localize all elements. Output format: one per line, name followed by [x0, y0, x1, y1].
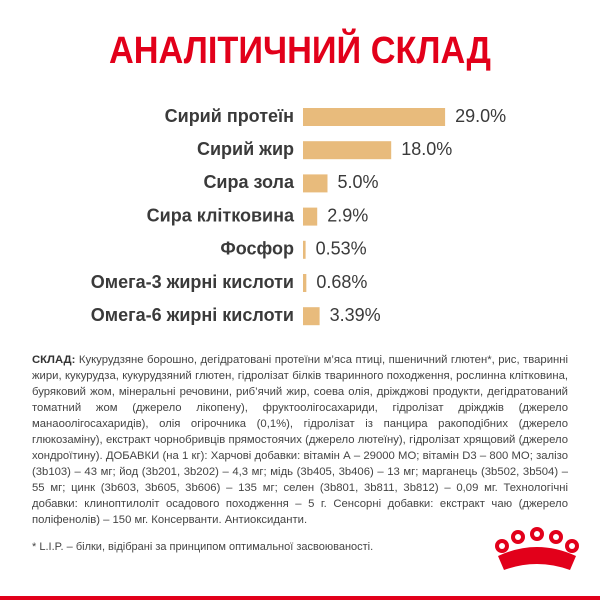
value-label: 3.39%	[330, 305, 381, 325]
value-label: 0.68%	[316, 272, 367, 292]
bottom-rule	[0, 596, 600, 600]
bar	[303, 174, 328, 193]
chart-title: АНАЛІТИЧНИЙ СКЛАД	[109, 27, 491, 72]
composition-text: Кукурудзяне борошно, дегідратовані проте…	[32, 354, 569, 526]
composition: СКЛАД: Кукурудзяне борошно, дегідратован…	[32, 352, 568, 528]
category-label: Омега-3 жирні кислоти	[91, 272, 294, 292]
category-label: Фосфор	[220, 239, 294, 259]
value-label: 29.0%	[455, 106, 506, 126]
value-label: 18.0%	[401, 139, 452, 159]
bar	[303, 240, 306, 259]
category-label: Сира зола	[203, 172, 295, 192]
category-label: Омега-6 жирні кислоти	[91, 305, 294, 325]
footnote: * L.I.P. – білки, відібрані за принципом…	[32, 541, 374, 553]
bar	[303, 307, 320, 326]
composition-label: СКЛАД:	[32, 354, 76, 366]
bar	[303, 207, 318, 226]
category-label: Сирий протеїн	[165, 106, 294, 126]
value-label: 2.9%	[327, 205, 368, 225]
category-label: Сира клітковина	[147, 205, 295, 225]
category-label: Сирий жир	[197, 139, 294, 159]
bar	[303, 108, 446, 126]
bar	[303, 274, 307, 292]
bar	[303, 141, 392, 160]
value-label: 5.0%	[338, 172, 379, 192]
logo	[495, 527, 579, 570]
value-label: 0.53%	[316, 239, 367, 259]
